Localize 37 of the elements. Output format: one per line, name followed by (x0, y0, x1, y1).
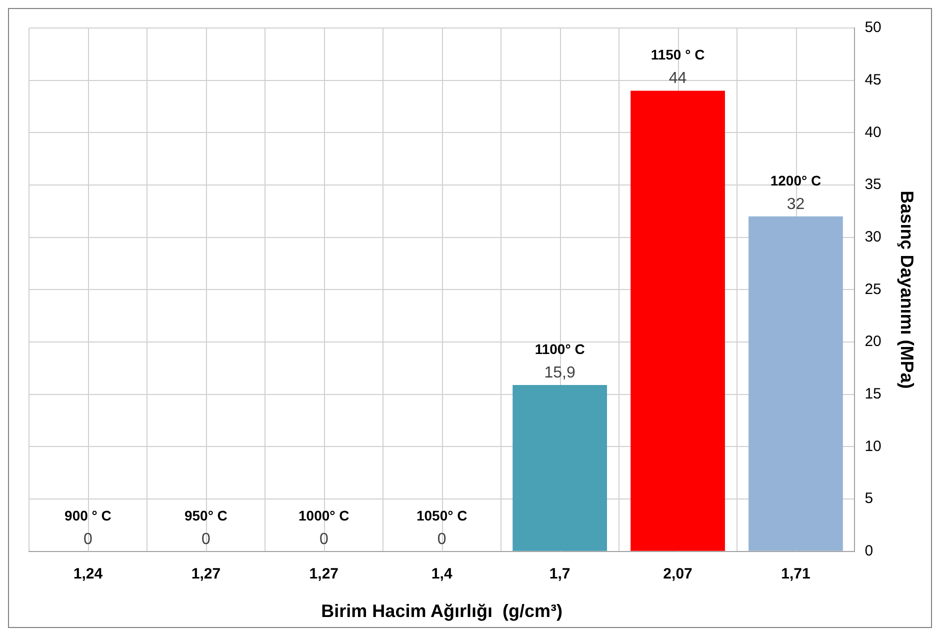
y-tick-label: 45 (864, 71, 882, 88)
y-tick-label: 0 (864, 542, 874, 560)
x-tick-label: 1,24 (73, 566, 104, 583)
annotation: 1200° C (770, 172, 822, 188)
x-tick-label: 1,4 (431, 566, 453, 583)
y-axis-title: Basınç Dayanımı (MPa) (897, 190, 918, 389)
data-label: 15,9 (544, 364, 576, 382)
annotation: 1050° C (416, 507, 468, 524)
x-tick-label: 1,27 (191, 566, 221, 583)
y-tick-label: 35 (864, 176, 882, 194)
y-tick-label: 20 (864, 333, 882, 350)
data-label: 0 (201, 530, 210, 548)
annotation: 1100° C (534, 340, 585, 357)
y-tick-label: 15 (864, 386, 882, 403)
bar (748, 216, 843, 551)
y-tick-label: 50 (864, 19, 882, 36)
x-tick-label: 2,07 (663, 566, 692, 583)
y-tick-label: 5 (864, 490, 874, 508)
data-label: 32 (786, 196, 805, 213)
data-label: 44 (668, 70, 687, 88)
x-axis-title: Birim Hacim Ağırlığı (g/cm³) (321, 601, 563, 622)
y-tick-label: 40 (864, 124, 882, 141)
y-tick-label: 30 (864, 228, 882, 246)
data-label: 0 (84, 530, 93, 548)
x-tick-label: 1,7 (549, 566, 570, 583)
data-label: 0 (437, 530, 446, 548)
data-label: 0 (319, 530, 328, 548)
bar (630, 90, 725, 551)
annotation: 900 ° C (64, 507, 112, 524)
x-tick-label: 1,27 (309, 566, 338, 583)
y-tick-label: 10 (864, 438, 882, 455)
y-tick-label: 25 (864, 280, 882, 298)
annotation: 1150 ° C (650, 46, 705, 63)
annotation: 1000° C (298, 507, 350, 524)
bar (512, 384, 607, 551)
annotation: 950° C (184, 507, 228, 524)
x-tick-label: 1,71 (781, 566, 810, 583)
